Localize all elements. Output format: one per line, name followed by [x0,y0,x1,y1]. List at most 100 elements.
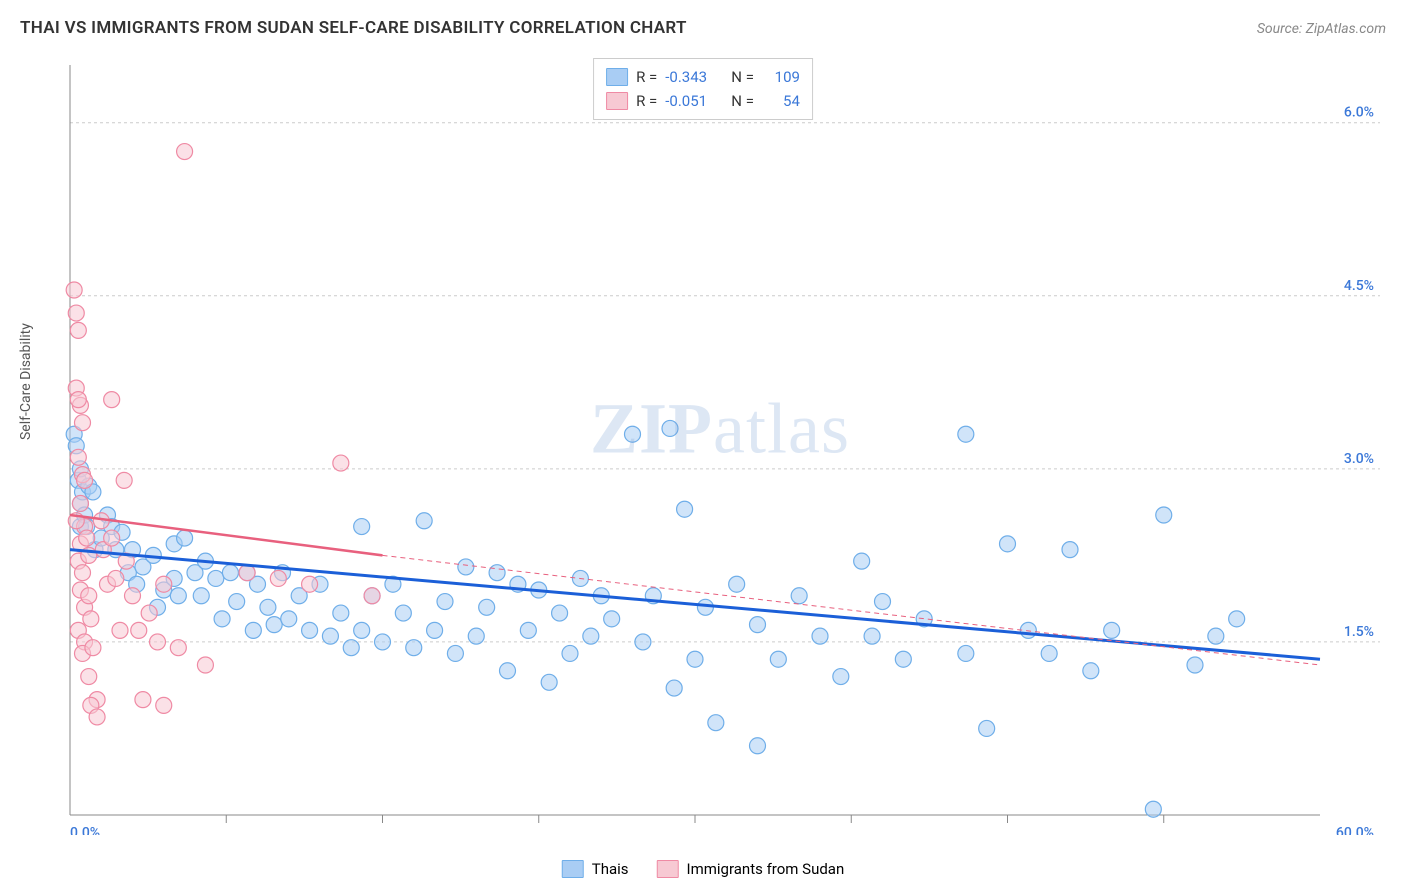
data-point [791,588,807,604]
data-point [214,611,230,627]
data-point [520,622,536,638]
data-point [364,588,380,604]
data-point [77,472,93,488]
data-point [70,449,86,465]
data-point [1083,663,1099,679]
x-min-label: 0.0% [70,825,100,835]
data-point [170,588,186,604]
data-point [375,634,391,650]
data-point [333,605,349,621]
data-point [833,669,849,685]
data-point [302,622,318,638]
data-point [958,645,974,661]
data-point [1104,622,1120,638]
legend-item: Immigrants from Sudan [657,860,845,878]
data-point [343,640,359,656]
data-point [81,588,97,604]
data-point [354,519,370,535]
data-point [864,628,880,644]
data-point [245,622,261,638]
data-point [322,628,338,644]
data-point [1041,645,1057,661]
r-label: R = [636,65,657,89]
data-point [281,611,297,627]
data-point [170,640,186,656]
data-point [770,651,786,667]
data-point [222,565,238,581]
data-point [229,594,245,610]
data-point [895,651,911,667]
n-value: 54 [762,89,800,113]
y-tick-label: 4.5% [1344,278,1374,294]
data-point [812,628,828,644]
data-point [662,420,678,436]
data-point [666,680,682,696]
data-point [458,559,474,575]
x-max-label: 60.0% [1336,825,1374,835]
data-point [541,674,557,690]
data-point [197,657,213,673]
data-point [552,605,568,621]
data-point [1020,622,1036,638]
data-point [333,455,349,471]
data-point [729,576,745,592]
data-point [116,472,132,488]
data-point [75,565,91,581]
data-point [750,617,766,633]
data-point [395,605,411,621]
data-point [266,617,282,633]
data-point [135,692,151,708]
data-point [1156,507,1172,523]
legend-label: Thais [592,860,629,878]
data-point [1145,801,1161,817]
data-point [141,605,157,621]
data-point [468,628,484,644]
data-point [489,565,505,581]
data-point [1000,536,1016,552]
data-point [85,640,101,656]
data-point [562,645,578,661]
stats-legend-row: R = -0.343 N = 109 [606,65,800,89]
data-point [1062,542,1078,558]
legend-swatch [562,860,584,878]
data-point [156,576,172,592]
n-label: N = [731,65,754,89]
data-point [708,715,724,731]
data-point [875,594,891,610]
y-axis-label: Self-Care Disability [18,323,34,440]
data-point [150,634,166,650]
data-point [854,553,870,569]
legend-swatch [606,68,628,86]
data-point [416,513,432,529]
data-point [104,392,120,408]
trend-line-sudan-dashed [383,555,1321,665]
stats-legend-row: R =-0.051N =54 [606,89,800,113]
data-point [447,645,463,661]
legend-swatch [606,92,628,110]
data-point [68,305,84,321]
y-tick-label: 3.0% [1344,451,1374,467]
data-point [625,426,641,442]
legend-label: Immigrants from Sudan [687,860,845,878]
data-point [270,570,286,586]
data-point [177,530,193,546]
data-point [500,663,516,679]
data-point [406,640,422,656]
chart-area: ZIPatlas 1.5%3.0%4.5%6.0%0.0%60.0% [60,55,1380,835]
trend-line-thais [70,550,1320,660]
source-label: Source: ZipAtlas.com [1257,21,1386,37]
data-point [979,720,995,736]
y-tick-label: 1.5% [1344,624,1374,640]
n-label: N = [731,89,754,113]
legend-swatch [657,860,679,878]
data-point [83,611,99,627]
r-label: R = [636,89,657,113]
data-point [687,651,703,667]
data-point [70,322,86,338]
data-point [750,738,766,754]
data-point [260,599,276,615]
n-value: 109 [762,65,800,89]
data-point [583,628,599,644]
data-point [302,576,318,592]
r-value: -0.343 [665,65,723,89]
